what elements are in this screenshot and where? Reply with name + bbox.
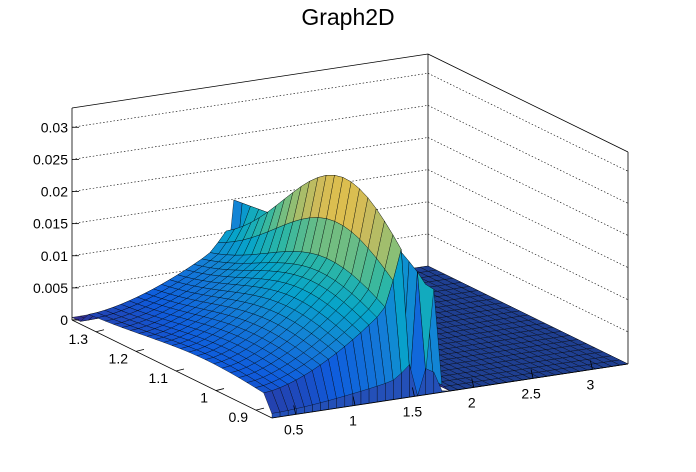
z-grid-back [71, 137, 429, 192]
z-grid-right [427, 169, 629, 268]
surface-mesh [71, 175, 629, 419]
x-tick-label: 3 [587, 376, 595, 392]
z-grid-back [71, 105, 429, 160]
front-frame [71, 319, 629, 419]
z-grid-right [427, 137, 629, 236]
z-grid-right [427, 201, 629, 301]
x-tick-label: 2.5 [521, 385, 541, 401]
surface-skirt [385, 379, 394, 402]
x-tick [412, 387, 415, 397]
y-tick-label: 0.9 [229, 409, 249, 425]
z-tick-label: 0.02 [41, 184, 68, 200]
y-tick [135, 348, 145, 352]
z-tick-label: 0.03 [41, 119, 68, 135]
x-tick-label: 2 [468, 394, 476, 410]
x-tick-label: 0.5 [284, 421, 304, 437]
chart-title: Graph2D [301, 4, 395, 30]
surface-skirt [425, 368, 434, 395]
x-tick-label: 1.5 [403, 403, 423, 419]
frame-top-right [427, 53, 629, 153]
surface-skirt [344, 393, 354, 408]
z-grid-back [71, 72, 429, 128]
x-tick [530, 369, 534, 379]
x-tick [471, 378, 475, 388]
y-tick-label: 1.2 [109, 350, 129, 366]
z-tick-label: 0 [60, 312, 68, 328]
frame-top-back [71, 53, 429, 109]
z-grid-back [71, 169, 429, 224]
x-tick [352, 396, 356, 406]
x-tick [293, 405, 297, 415]
z-grid-right [427, 233, 629, 333]
surface-skirt [360, 388, 370, 405]
axis-ticks: 0 0.005 0.01 0.015 0.02 0.025 0.03 0.5 1 1.5 2 2.5 3… [33, 119, 595, 437]
y-tick-label: 1 [200, 390, 208, 406]
z-grid-back [71, 201, 429, 257]
z-tick-label: 0.015 [33, 216, 68, 232]
y-tick [95, 329, 105, 333]
surface-skirt [336, 395, 345, 409]
floor-left [71, 319, 273, 419]
x-tick-label: 1 [349, 412, 357, 428]
y-tick [175, 368, 185, 372]
z-grid-back [71, 233, 429, 289]
surface-skirt [368, 385, 378, 404]
y-tick-label: 1.1 [149, 370, 169, 386]
surface-skirt [352, 390, 362, 406]
z-tick-label: 0.01 [41, 248, 68, 264]
y-tick [215, 388, 225, 391]
surface-skirt [377, 383, 386, 403]
y-tick-label: 1.3 [69, 331, 89, 347]
z-grid-right [427, 73, 629, 172]
y-tick [255, 407, 265, 411]
z-grid-right [427, 105, 629, 204]
z-tick-label: 0.005 [33, 280, 68, 296]
x-tick [590, 360, 593, 370]
back-frame [71, 53, 629, 365]
z-tick-label: 0.025 [33, 151, 68, 167]
floor-front [271, 363, 629, 419]
